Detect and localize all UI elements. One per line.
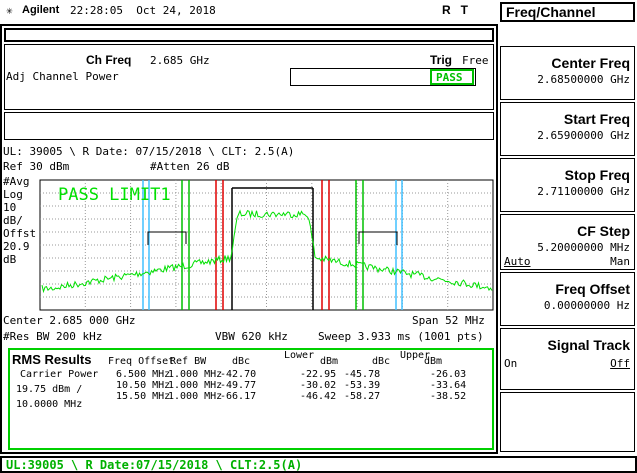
sweep: Sweep 3.933 ms (1001 pts) — [318, 330, 484, 343]
softkey-value: 0.00000000 Hz — [543, 299, 630, 312]
limit-status: PASS LIMIT1 — [58, 185, 171, 205]
result-cell: -38.52 — [430, 391, 467, 402]
column-header: dBm — [424, 356, 443, 367]
scale-label: dB — [3, 253, 17, 266]
pass: PASS — [436, 71, 463, 84]
result-cell: 1.000 MHz — [168, 380, 223, 391]
center: Center 2.685 000 GHz — [3, 314, 136, 327]
footer-bar: UL:39005 \ R Date:07/15/2018 \ CLT:2.5(A… — [0, 456, 637, 473]
softkey[interactable]: Signal Track On Off — [500, 328, 635, 390]
brand: Agilent — [22, 4, 60, 16]
softkey-value: 2.71100000 GHz — [537, 185, 630, 198]
ref: Ref 30 dBm — [3, 160, 70, 173]
ch-freq-label: Ch Freq — [86, 53, 132, 67]
carrier-info: 19.75 dBm / — [16, 384, 83, 395]
footer: UL:39005 \ R Date:07/15/2018 \ CLT:2.5(A… — [6, 458, 303, 472]
column-header: Lower — [284, 350, 315, 361]
result-cell: -66.17 — [220, 391, 257, 402]
softkey-label: Signal Track — [547, 337, 630, 353]
ch-freq: 2.685 GHz — [150, 54, 210, 67]
result-cell: -22.95 — [300, 369, 337, 380]
trig-label: Trig — [430, 53, 453, 67]
result-cell: -53.39 — [344, 380, 381, 391]
scale-label: dB/ — [3, 214, 23, 227]
results-box — [8, 348, 494, 450]
column-header: Freq Offset — [108, 356, 175, 367]
menu-title-box: Freq/Channel — [500, 2, 635, 22]
softkey[interactable]: Freq Offset 0.00000000 Hz — [500, 272, 635, 326]
result-cell: -42.70 — [220, 369, 257, 380]
measure-box — [4, 44, 494, 110]
softkey-value: 5.20000000 MHz — [537, 241, 630, 254]
softkey-label: Start Freq — [563, 111, 630, 127]
softkey-label: CF Step — [577, 223, 630, 239]
scale-label: #Avg — [3, 175, 30, 188]
column-header: dBc — [372, 356, 391, 367]
softkey-value: 2.65900000 GHz — [537, 129, 630, 142]
info: UL: 39005 \ R Date: 07/15/2018 \ CLT: 2.… — [3, 145, 295, 158]
menu-title: Freq/Channel — [506, 4, 596, 20]
scale-label: Offst — [3, 227, 37, 240]
result-cell: -49.77 — [220, 380, 257, 391]
display — [0, 24, 498, 454]
pass-frame: PASS — [430, 69, 474, 85]
result-cell: 6.500 MHz — [116, 369, 171, 380]
pass-box — [290, 68, 476, 86]
result-cell: -58.27 — [344, 391, 381, 402]
softkey-label: Center Freq — [551, 55, 630, 71]
scale-label: Log — [3, 188, 23, 201]
result-cell: -46.42 — [300, 391, 337, 402]
softkey[interactable]: Start Freq 2.65900000 GHz — [500, 102, 635, 156]
softkey-label: Stop Freq — [564, 167, 630, 183]
datetime: 22:28:05 Oct 24, 2018 — [70, 4, 216, 17]
column-header: dBc — [232, 356, 251, 367]
result-cell: -33.64 — [430, 380, 467, 391]
mode: Adj Channel Power — [6, 70, 119, 83]
vbw: VBW 620 kHz — [215, 330, 288, 343]
result-cell: -30.02 — [300, 380, 337, 391]
results-title: RMS Results — [12, 352, 92, 367]
result-cell: 15.50 MHz — [116, 391, 171, 402]
option: Auto — [504, 255, 531, 268]
status: R T — [442, 3, 468, 17]
scale-label: 10 — [3, 201, 17, 214]
atten: #Atten 26 dB — [150, 160, 230, 173]
result-cell: 1.000 MHz — [168, 369, 223, 380]
softkey — [500, 392, 635, 452]
option: Man — [610, 255, 630, 268]
scale-label: 20.9 — [3, 240, 30, 253]
option: On — [504, 357, 518, 370]
result-cell: -26.03 — [430, 369, 467, 380]
result-cell: -45.78 — [344, 369, 381, 380]
result-cell: 1.000 MHz — [168, 391, 223, 402]
carrier-info: Carrier Power — [20, 369, 99, 380]
trig: Free — [462, 54, 489, 67]
limit-line — [147, 231, 187, 245]
softkey[interactable]: Center Freq 2.68500000 GHz — [500, 46, 635, 100]
limit-line — [358, 231, 398, 245]
blank-bar — [4, 28, 494, 42]
blank-box — [4, 112, 494, 140]
softkey-label: Freq Offset — [555, 281, 630, 297]
column-header: dBm — [320, 356, 339, 367]
option: Off — [610, 357, 630, 370]
column-header: Upper — [400, 350, 431, 361]
span: Span 52 MHz — [412, 314, 485, 327]
softkey[interactable]: Stop Freq 2.71100000 GHz — [500, 158, 635, 212]
result-cell: 10.50 MHz — [116, 380, 171, 391]
softkey[interactable]: CF Step 5.20000000 MHz Auto Man — [500, 214, 635, 270]
logo: ✳ — [6, 4, 13, 17]
carrier-info: 10.0000 MHz — [16, 399, 83, 410]
column-header: Ref BW — [170, 356, 207, 367]
trace — [41, 209, 493, 294]
softkey-value: 2.68500000 GHz — [537, 73, 630, 86]
rbw: #Res BW 200 kHz — [3, 330, 103, 343]
